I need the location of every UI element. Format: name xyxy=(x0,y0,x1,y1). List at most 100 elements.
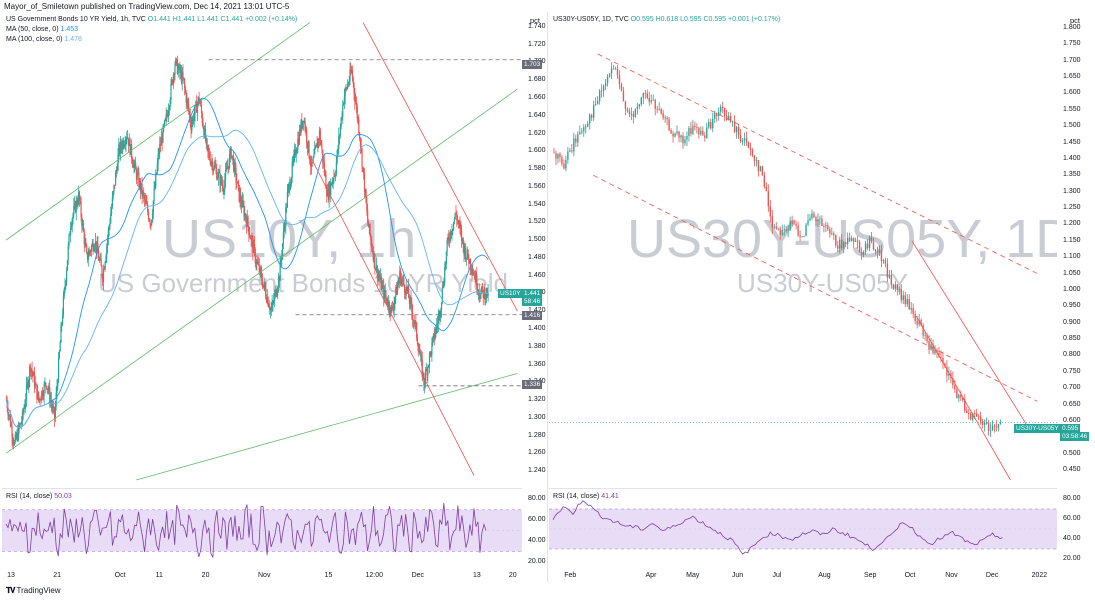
candle-body xyxy=(151,219,153,225)
candle-body xyxy=(395,287,397,298)
candle-body xyxy=(49,387,51,402)
right-pane-separator[interactable] xyxy=(549,488,1057,489)
left-price-tick: 1.460 xyxy=(528,271,546,279)
candle-body xyxy=(408,286,410,299)
candle-body xyxy=(361,148,363,167)
candle-body xyxy=(892,284,895,289)
candle-body xyxy=(847,237,849,245)
candle-body xyxy=(440,302,443,311)
tradingview-footer[interactable]: 𝐓𝐕 TradingView xyxy=(6,586,61,596)
left-time-tick: 13 xyxy=(7,572,15,579)
candle-body xyxy=(137,173,139,174)
candle-body xyxy=(952,378,954,386)
candle-body xyxy=(204,128,207,141)
candle-body xyxy=(439,311,441,318)
candle-body xyxy=(451,231,453,235)
candle-body xyxy=(350,69,352,73)
right-price-tick: 1.250 xyxy=(1063,204,1081,212)
candle-body xyxy=(241,200,244,208)
candle-body xyxy=(134,162,136,165)
candle-body xyxy=(113,184,115,192)
candle-body xyxy=(261,272,263,282)
candle-body xyxy=(171,79,174,84)
left-rsi-pane[interactable]: RSI (14, close) 50.03 xyxy=(2,489,522,569)
candle-body xyxy=(454,213,456,219)
center-separator[interactable] xyxy=(547,12,548,582)
candle-body xyxy=(390,305,392,315)
right-current-symbol-tag: US30Y-US05Y xyxy=(1014,424,1061,433)
candle-body xyxy=(460,227,462,231)
candle-body xyxy=(803,236,805,237)
candle-body xyxy=(702,130,704,136)
candle-body xyxy=(93,248,95,251)
right-price-tick: 1.500 xyxy=(1063,122,1081,130)
candle-body xyxy=(761,166,764,176)
candle-body xyxy=(171,79,173,84)
candle-body xyxy=(642,93,644,98)
candle-body xyxy=(112,191,114,198)
candle-body xyxy=(706,127,708,138)
left-rsi-chart[interactable] xyxy=(2,489,522,569)
candle-body xyxy=(359,133,361,139)
left-price-chart[interactable] xyxy=(2,12,522,488)
candle-body xyxy=(197,96,199,104)
right-price-pane[interactable]: US30Y-US05Y, 1D US30Y-US05Y US30Y-US05Y,… xyxy=(549,12,1057,488)
candle-body xyxy=(75,200,77,213)
candle-body xyxy=(276,292,278,296)
candle-body xyxy=(369,224,371,236)
candle-body xyxy=(296,149,298,154)
candle-body xyxy=(654,99,656,109)
candle-body xyxy=(958,394,960,399)
candle-body xyxy=(433,333,435,340)
candle-body xyxy=(210,162,212,165)
candle-body xyxy=(801,236,803,238)
candle-body xyxy=(636,106,639,110)
candle-body xyxy=(484,288,486,300)
candle-body xyxy=(70,227,72,236)
right-rsi-chart[interactable] xyxy=(549,489,1057,569)
candle-body xyxy=(692,125,694,134)
candle-body xyxy=(211,161,213,163)
candle-body xyxy=(612,68,615,70)
candle-body xyxy=(432,333,435,338)
candle-body xyxy=(162,126,164,143)
candle-body xyxy=(212,169,215,171)
candle-body xyxy=(33,373,35,376)
candle-body xyxy=(330,182,333,186)
candle-body xyxy=(757,160,760,172)
candle-body xyxy=(956,389,958,399)
candle-body xyxy=(51,404,53,409)
candle-body xyxy=(148,219,150,221)
left-pane-separator[interactable] xyxy=(2,488,522,489)
left-time-tick: Oct xyxy=(114,572,126,579)
candle-body xyxy=(246,216,248,227)
candle-body xyxy=(783,229,785,231)
candle-body xyxy=(269,307,271,311)
candle-body xyxy=(470,268,472,271)
candle-body xyxy=(817,219,819,222)
left-price-pane[interactable]: US10Y, 1h US Government Bonds 10 YR Yiel… xyxy=(2,12,522,488)
candle-body xyxy=(469,259,471,264)
left-price-tick: 1.560 xyxy=(528,182,546,190)
right-rsi-pane[interactable]: RSI (14, close) 41.41 xyxy=(549,489,1057,569)
candle-body xyxy=(80,201,82,217)
candle-body xyxy=(598,90,601,102)
candle-body xyxy=(456,213,458,220)
candle-body xyxy=(638,104,641,107)
candle-body xyxy=(395,287,398,295)
candle-body xyxy=(412,311,414,321)
candle-body xyxy=(77,203,79,205)
right-price-tick: 1.750 xyxy=(1063,40,1081,48)
right-price-chart[interactable] xyxy=(549,12,1057,488)
candle-body xyxy=(347,84,349,89)
candle-body xyxy=(412,320,415,322)
candle-body xyxy=(310,163,312,167)
candle-body xyxy=(299,129,301,134)
candle-body xyxy=(416,337,419,345)
candle-body xyxy=(811,213,813,219)
candle-body xyxy=(202,123,204,129)
candle-body xyxy=(290,177,293,185)
candle-body xyxy=(839,239,841,249)
candle-body xyxy=(41,391,43,400)
candle-body xyxy=(145,200,147,204)
